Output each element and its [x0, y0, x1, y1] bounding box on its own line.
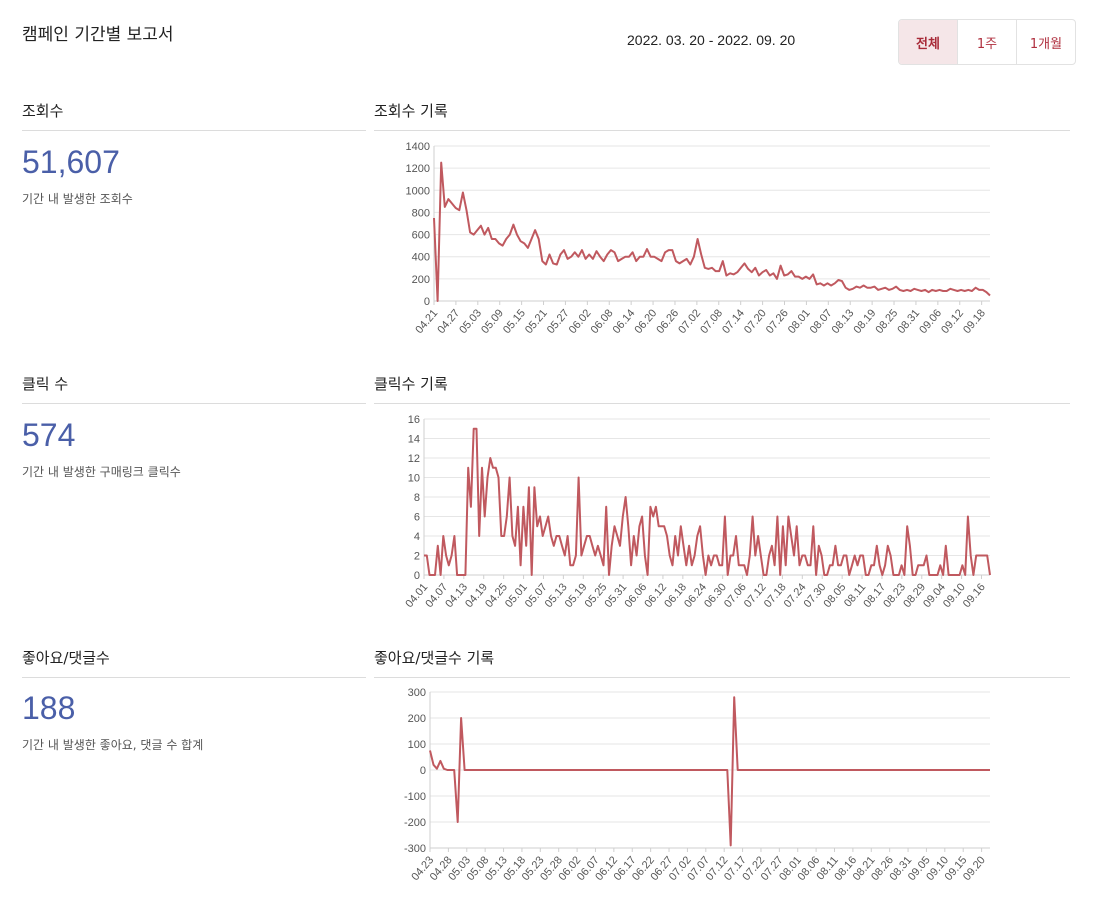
views-desc: 기간 내 발생한 조회수: [22, 192, 133, 206]
likes-chart: -300-200-100010020030004.2304.2805.0305.…: [404, 687, 990, 883]
x-tick-label: 08.31: [895, 307, 922, 336]
likes-chart-divider: [374, 677, 1070, 678]
likes-divider: [22, 677, 366, 678]
clicks-chart-title: 클릭수 기록: [374, 375, 448, 393]
y-tick-label: 2: [414, 551, 420, 563]
y-tick-label: 300: [408, 687, 426, 699]
x-tick-label: 09.18: [961, 307, 988, 336]
views-chart: 0 200 400 600 800 1000 1200 1400 04.2104.2705.03…: [406, 141, 991, 336]
views-chart-divider: [374, 130, 1070, 131]
y-tick-label: 0: [414, 570, 420, 582]
period-1week-button[interactable]: 1주: [958, 20, 1017, 64]
x-tick-label: 09.16: [961, 581, 988, 610]
views-value: 51,607: [22, 144, 120, 180]
x-tick-label: 08.19: [852, 307, 879, 336]
x-tick-label: 09.06: [917, 307, 944, 336]
y-tick-label: 12: [408, 453, 420, 465]
y-tick-label: 16: [408, 414, 420, 426]
y-tick-label: -300: [404, 843, 426, 855]
y-tick-label: -200: [404, 817, 426, 829]
likes-desc: 기간 내 발생한 좋아요, 댓글 수 합계: [22, 738, 204, 752]
views-divider: [22, 130, 366, 131]
views-chart-title: 조회수 기록: [374, 102, 448, 120]
x-tick-label: 05.15: [501, 307, 528, 336]
likes-label: 좋아요/댓글수: [22, 649, 110, 667]
y-tick-label: 400: [412, 252, 430, 264]
clicks-chart: 024681012141604.0104.0704.1304.1904.2505…: [403, 414, 991, 610]
x-tick-label: 04.21: [413, 307, 440, 336]
clicks-desc: 기간 내 발생한 구매링크 클릭수: [22, 465, 181, 479]
y-tick-label: 10: [408, 473, 420, 485]
x-tick-label: 04.27: [435, 307, 462, 336]
clicks-label: 클릭 수: [22, 375, 69, 393]
x-tick-label: 07.26: [764, 307, 791, 336]
y-tick-label: 200: [412, 274, 430, 286]
likes-value: 188: [22, 690, 76, 726]
x-tick-label: 06.14: [611, 307, 638, 336]
y-tick-label: 1000: [406, 185, 430, 197]
series-line: [433, 161, 991, 302]
x-tick-label: 06.02: [567, 307, 594, 336]
x-tick-label: 07.08: [698, 307, 725, 336]
date-range[interactable]: 2022. 03. 20 - 2022. 09. 20: [627, 32, 796, 48]
x-tick-label: 06.26: [654, 307, 681, 336]
x-tick-label: 05.09: [479, 307, 506, 336]
period-toggle-group: 전체 1주 1개월: [898, 19, 1076, 65]
period-all-button[interactable]: 전체: [899, 20, 958, 64]
clicks-value: 574: [22, 417, 76, 453]
x-tick-label: 08.25: [873, 307, 900, 336]
page-title: 캠페인 기간별 보고서: [22, 25, 174, 45]
clicks-chart-divider: [374, 403, 1070, 404]
period-1month-button[interactable]: 1개월: [1029, 36, 1063, 52]
x-tick-label: 08.13: [830, 307, 857, 336]
y-tick-label: 800: [412, 207, 430, 219]
y-tick-label: 4: [414, 531, 420, 543]
y-tick-label: 14: [408, 434, 420, 446]
x-tick-label: 07.02: [676, 307, 703, 336]
y-tick-label: 100: [408, 739, 426, 751]
y-tick-label: 8: [414, 492, 420, 504]
likes-chart-title: 좋아요/댓글수 기록: [374, 649, 495, 667]
series-line: [429, 696, 990, 847]
y-tick-label: 1200: [406, 163, 430, 175]
x-tick-label: 05.21: [523, 307, 550, 336]
x-tick-label: 05.03: [457, 307, 484, 336]
clicks-divider: [22, 403, 366, 404]
x-tick-label: 06.20: [632, 307, 659, 336]
y-tick-label: 0: [420, 765, 426, 777]
x-tick-label: 08.07: [808, 307, 835, 336]
x-tick-label: 08.01: [786, 307, 813, 336]
y-tick-label: -100: [404, 791, 426, 803]
x-tick-label: 09.12: [939, 307, 966, 336]
x-tick-label: 07.20: [742, 307, 769, 336]
y-tick-label: 200: [408, 713, 426, 725]
x-tick-label: 07.14: [720, 307, 747, 336]
y-tick-label: 0: [424, 296, 430, 308]
y-tick-label: 1400: [406, 141, 430, 153]
series-line: [424, 427, 991, 576]
x-tick-label: 05.27: [545, 307, 572, 336]
x-tick-label: 08.05: [822, 581, 849, 610]
y-tick-label: 600: [412, 230, 430, 242]
y-tick-label: 6: [414, 512, 420, 524]
x-tick-label: 06.08: [589, 307, 616, 336]
views-label: 조회수: [22, 102, 64, 120]
